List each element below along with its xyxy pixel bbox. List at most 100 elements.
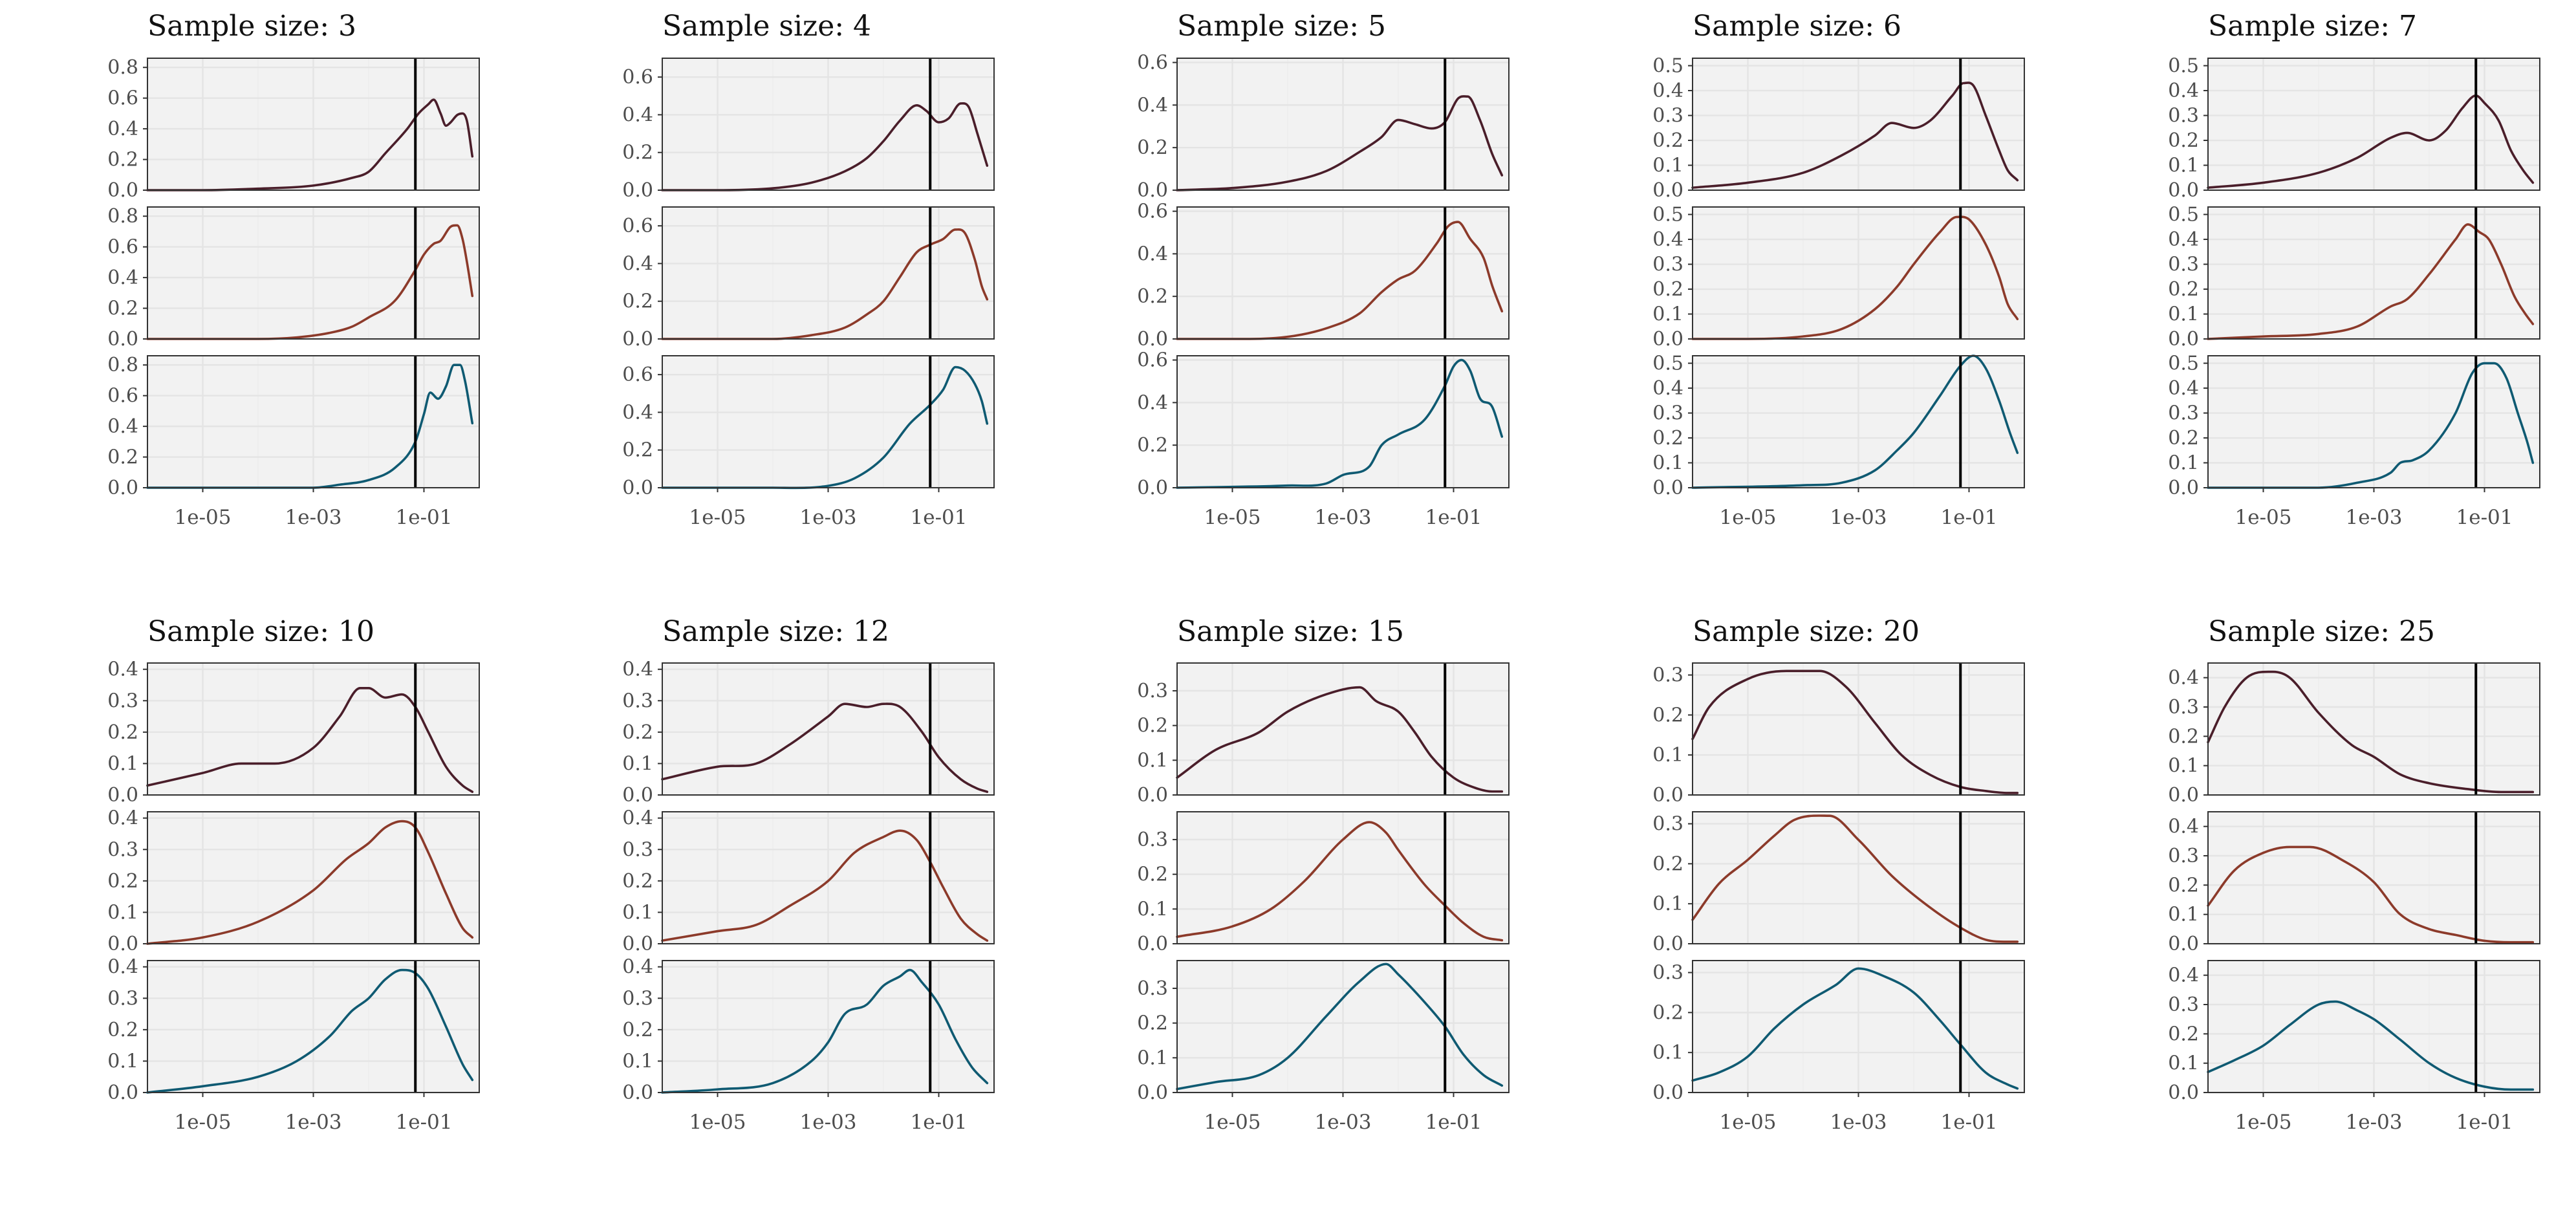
y-tick-label: 0.2 xyxy=(1652,704,1683,726)
x-tick-label: 1e-01 xyxy=(911,1111,968,1134)
y-tick-label: 0.4 xyxy=(107,956,138,979)
y-tick-label: 0.0 xyxy=(1652,784,1683,807)
density-panel: 0.0 0.2 0.4 0.6 1e-05 1e-03 1e-01 xyxy=(622,355,995,529)
density-panel: 0.0 0.1 0.2 0.3 0.4 1e-05 1e-03 1e-01 xyxy=(622,956,995,1134)
density-curve xyxy=(1176,95,1504,191)
y-tick-label: 0.4 xyxy=(622,103,653,126)
y-tick-label: 0.0 xyxy=(1137,477,1168,499)
y-tick-label: 0.1 xyxy=(622,901,653,924)
density-panel: 0.0 0.2 0.4 0.6 xyxy=(622,206,995,351)
panel-border xyxy=(662,662,995,796)
density-panel: 0.0 0.1 0.2 0.3 0.4 1e-05 1e-03 1e-01 xyxy=(2168,960,2540,1134)
y-tick-label: 0.1 xyxy=(622,752,653,775)
y-tick-label: 0.6 xyxy=(1137,201,1168,223)
y-tick-label: 0.1 xyxy=(1652,744,1683,767)
y-tick-label: 0.2 xyxy=(1652,129,1683,152)
y-tick-label: 0.4 xyxy=(107,118,138,140)
density-panel: 0.00.10.20.30.40.5 xyxy=(2168,55,2540,202)
y-tick-label: 0.4 xyxy=(622,956,653,979)
panel-border xyxy=(2207,811,2540,944)
x-tick-label: 1e-03 xyxy=(800,506,857,529)
x-tick-label: 1e-05 xyxy=(175,1111,232,1134)
y-tick-label: 0.2 xyxy=(1652,278,1683,301)
y-tick-label: 0.1 xyxy=(2168,155,2199,177)
y-tick-label: 0.3 xyxy=(107,987,138,1010)
y-tick-label: 0.4 xyxy=(2168,377,2199,400)
y-tick-label: 0.5 xyxy=(1652,353,1683,375)
y-tick-label: 0.3 xyxy=(2168,105,2199,127)
facet-sample-size-25: Sample size: 250.00.10.20.30.40.00.10.20… xyxy=(2168,615,2540,1134)
y-tick-label: 0.4 xyxy=(622,252,653,275)
density-panel: 0.0 0.1 0.2 0.3 0.4 xyxy=(622,807,995,955)
y-tick-label: 0.3 xyxy=(1652,813,1683,836)
y-tick-label: 0.3 xyxy=(1137,977,1168,1000)
y-tick-label: 0.3 xyxy=(2168,994,2199,1016)
density-panel: 0.0 0.2 0.4 0.6 xyxy=(1137,201,1510,351)
y-tick-label: 0.2 xyxy=(1137,136,1168,159)
y-tick-label: 0.0 xyxy=(107,1082,138,1104)
density-panel: 0.00.10.20.30.40.5 1e-05 1e-03 1e-01 xyxy=(1652,353,2025,529)
facet-title: Sample size: 12 xyxy=(662,615,889,648)
density-panel: 0.0 0.2 0.4 0.6 0.8 xyxy=(107,56,480,202)
density-curve xyxy=(661,228,989,340)
density-curve xyxy=(1691,967,2019,1090)
density-curve xyxy=(146,98,474,191)
y-tick-label: 0.4 xyxy=(107,807,138,830)
y-tick-label: 0.6 xyxy=(622,215,653,237)
y-tick-label: 0.1 xyxy=(1652,1041,1683,1064)
y-tick-label: 0.1 xyxy=(1652,893,1683,915)
density-panel: 0.00.10.20.30.40.5 xyxy=(2168,204,2540,351)
panel-border xyxy=(1176,58,1510,191)
panel-border xyxy=(662,206,995,340)
y-tick-label: 0.0 xyxy=(2168,1082,2199,1104)
y-tick-label: 0.3 xyxy=(107,690,138,712)
density-panel: 0.0 0.1 0.2 0.3 xyxy=(1652,811,2025,955)
facet-title: Sample size: 25 xyxy=(2208,615,2435,648)
y-tick-label: 0.0 xyxy=(622,1082,653,1104)
density-panel: 0.0 0.2 0.4 0.6 xyxy=(1137,52,1510,202)
x-tick-label: 1e-01 xyxy=(911,506,968,529)
facet-title: Sample size: 15 xyxy=(1177,615,1404,648)
y-tick-label: 0.0 xyxy=(1652,328,1683,351)
y-tick-label: 0.4 xyxy=(1137,94,1168,116)
density-curve xyxy=(1691,82,2019,189)
y-tick-label: 0.2 xyxy=(2168,725,2199,748)
panel-border xyxy=(662,58,995,191)
y-tick-label: 0.0 xyxy=(2168,328,2199,351)
density-panel: 0.0 0.1 0.2 0.3 0.4 xyxy=(2168,662,2540,807)
density-panel: 0.0 0.1 0.2 0.3 0.4 xyxy=(107,658,480,807)
x-tick-label: 1e-01 xyxy=(1941,506,1998,529)
panel-border xyxy=(1176,662,1510,796)
density-curve xyxy=(1691,814,2019,943)
y-tick-label: 0.8 xyxy=(107,205,138,228)
y-tick-label: 0.2 xyxy=(1652,853,1683,875)
density-curve xyxy=(2207,362,2535,489)
y-tick-label: 0.3 xyxy=(622,690,653,712)
y-tick-label: 0.1 xyxy=(2168,303,2199,326)
y-tick-label: 0.3 xyxy=(107,838,138,861)
y-tick-label: 0.3 xyxy=(2168,696,2199,719)
density-curve xyxy=(1691,669,2019,794)
y-tick-label: 0.4 xyxy=(1652,377,1683,400)
facet-title: Sample size: 5 xyxy=(1177,10,1386,43)
y-tick-label: 0.2 xyxy=(622,439,653,462)
density-panel: 0.0 0.1 0.2 0.3 0.4 xyxy=(622,658,995,807)
y-tick-label: 0.4 xyxy=(1652,80,1683,102)
panel-border xyxy=(1176,811,1510,944)
x-tick-label: 1e-01 xyxy=(2456,1111,2513,1134)
y-tick-label: 0.0 xyxy=(622,477,653,499)
facet-sample-size-20: Sample size: 200.00.10.20.30.00.10.20.30… xyxy=(1652,615,2025,1134)
facet-title: Sample size: 20 xyxy=(1693,615,1920,648)
y-tick-label: 0.4 xyxy=(107,266,138,289)
y-tick-label: 0.0 xyxy=(1137,328,1168,351)
density-panel: 0.0 0.1 0.2 0.3 xyxy=(1137,811,1510,955)
y-tick-label: 0.1 xyxy=(107,901,138,924)
x-tick-label: 1e-01 xyxy=(396,506,453,529)
y-tick-label: 0.4 xyxy=(107,658,138,681)
density-curve xyxy=(2207,94,2535,189)
panel-border xyxy=(1692,206,2025,340)
y-tick-label: 0.4 xyxy=(2168,667,2199,690)
y-tick-label: 0.0 xyxy=(1137,179,1168,202)
x-tick-label: 1e-03 xyxy=(1830,506,1887,529)
density-panel: 0.0 0.2 0.4 0.6 1e-05 1e-03 1e-01 xyxy=(1137,349,1510,529)
